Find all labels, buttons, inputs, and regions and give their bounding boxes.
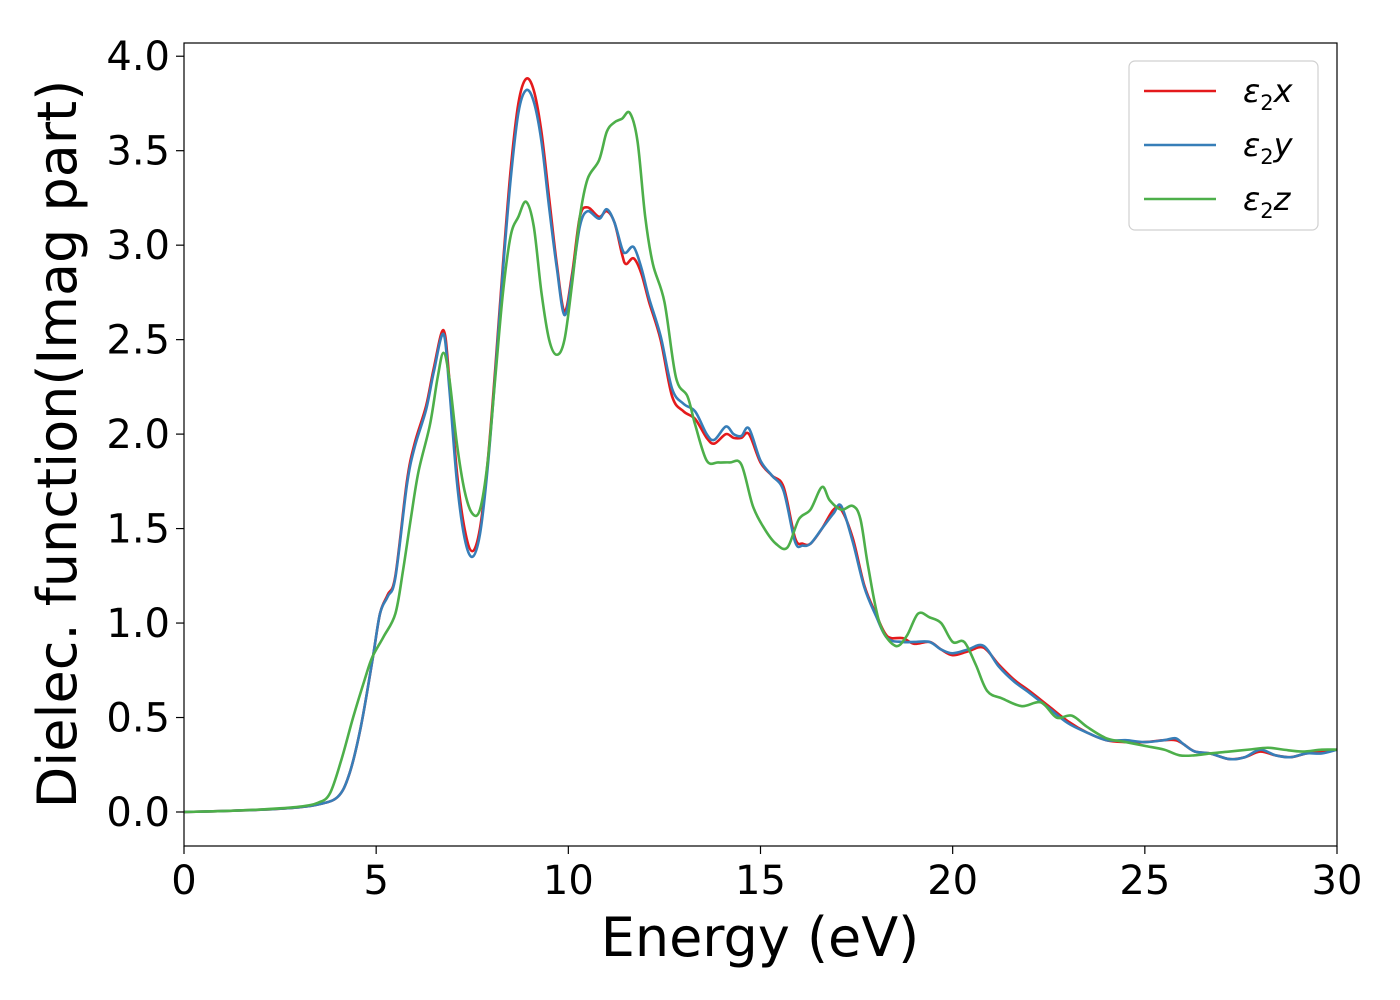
legend-subscript: 2 — [1260, 91, 1273, 115]
x-tick-label: 5 — [363, 858, 388, 904]
legend-box — [1128, 60, 1319, 231]
y-tick-label: 3.5 — [106, 129, 170, 175]
x-tick-label: 30 — [1312, 858, 1363, 904]
legend-label-y: ε2y — [1243, 126, 1294, 169]
y-tick-label: 0.5 — [106, 696, 170, 742]
x-tick-label: 10 — [543, 858, 594, 904]
legend-label-z: ε2z — [1243, 180, 1292, 223]
x-tick-label: 15 — [735, 858, 786, 904]
x-tick-label: 0 — [171, 858, 196, 904]
x-axis-title: Energy (eV) — [601, 906, 920, 969]
legend-suffix: x — [1273, 72, 1294, 110]
legend-subscript: 2 — [1260, 145, 1273, 169]
x-axis-ticks: 0 5 10 15 20 25 30 — [171, 846, 1362, 904]
y-tick-label: 1.5 — [106, 507, 170, 553]
y-tick-label: 3.0 — [106, 223, 170, 269]
series-line-y — [184, 88, 1337, 814]
y-tick-label: 0.0 — [106, 790, 170, 836]
y-tick-label: 1.0 — [106, 601, 170, 647]
legend-symbol: ε — [1243, 180, 1260, 218]
legend-suffix: y — [1273, 126, 1294, 164]
y-tick-label: 2.0 — [106, 412, 170, 458]
legend-symbol: ε — [1243, 72, 1260, 110]
y-tick-label: 2.5 — [106, 318, 170, 364]
legend-symbol: ε — [1243, 126, 1260, 164]
series-lines — [184, 77, 1337, 814]
x-tick-label: 25 — [1119, 858, 1170, 904]
y-axis-title: Dielec. function(Imag part) — [26, 80, 89, 809]
legend-label-x: ε2x — [1243, 72, 1294, 115]
series-line-z — [184, 110, 1337, 814]
legend-subscript: 2 — [1260, 199, 1273, 223]
x-tick-label: 20 — [927, 858, 978, 904]
legend-suffix: z — [1273, 180, 1292, 218]
y-tick-label: 4.0 — [106, 34, 170, 80]
y-axis-ticks: 0.0 0.5 1.0 1.5 2.0 2.5 3.0 3.5 4.0 — [106, 34, 184, 836]
